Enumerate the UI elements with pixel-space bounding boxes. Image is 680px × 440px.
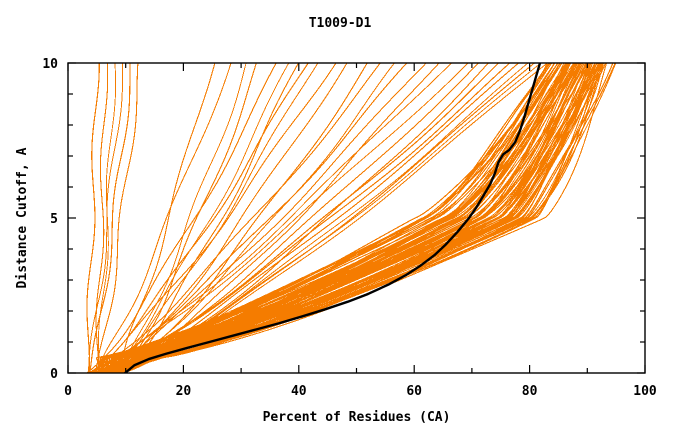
curves-layer	[85, 63, 617, 373]
y-tick-label: 5	[50, 212, 58, 227]
x-tick-label: 60	[406, 384, 422, 399]
x-tick-label: 40	[291, 384, 307, 399]
y-axis-title: Distance Cutoff, A	[15, 147, 30, 288]
axis-labels: 0 20 40 60 80 100 0 5 10 Percent of Residues (CA)…	[15, 57, 657, 425]
x-tick-label: 100	[633, 384, 657, 399]
y-tick-label: 0	[50, 367, 58, 382]
x-axis-title: Percent of Residues (CA)	[263, 410, 451, 425]
x-tick-label: 20	[176, 384, 192, 399]
y-tick-label: 10	[42, 57, 58, 72]
axes-frame	[67, 62, 646, 374]
x-tick-label: 0	[64, 384, 72, 399]
x-tick-label: 80	[522, 384, 538, 399]
page-title: T1009-D1	[308, 16, 372, 31]
